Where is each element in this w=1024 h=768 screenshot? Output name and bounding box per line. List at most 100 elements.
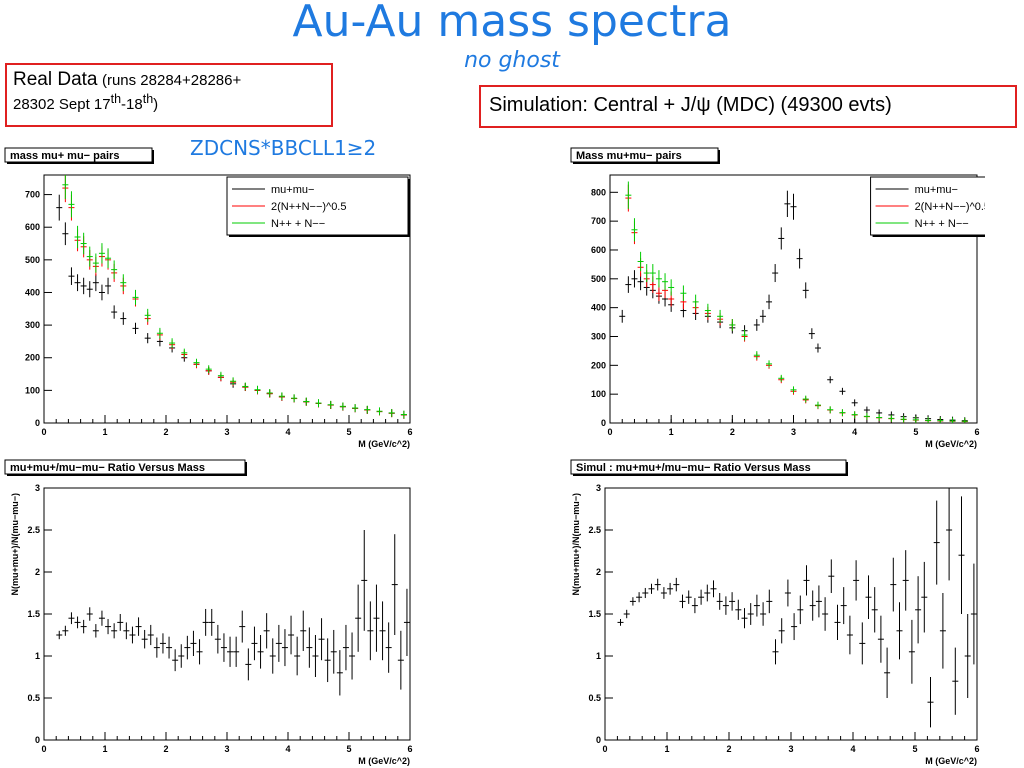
- plot-frame: [43, 487, 411, 741]
- data-point: [691, 598, 698, 614]
- data-point: [80, 277, 87, 295]
- data-point: [269, 638, 276, 674]
- data-point: [772, 639, 779, 665]
- data-point: [790, 386, 797, 394]
- data-point: [704, 584, 711, 602]
- data-point: [403, 588, 410, 656]
- data-point: [915, 576, 922, 644]
- data-point: [251, 626, 258, 661]
- data-point: [135, 617, 142, 636]
- data-point: [181, 348, 188, 358]
- data-point: [625, 181, 632, 209]
- data-point: [753, 594, 760, 617]
- data-point: [324, 638, 331, 683]
- data-point: [196, 639, 203, 665]
- data-point: [840, 587, 847, 625]
- y-tick-label: 200: [25, 353, 40, 363]
- data-point: [619, 309, 626, 323]
- data-point: [673, 577, 680, 592]
- x-axis-label: M (GeV/c^2): [358, 756, 410, 766]
- data-point: [729, 592, 736, 611]
- title-frame: [570, 459, 847, 475]
- data-point: [772, 264, 779, 283]
- x-axis-label: M (GeV/c^2): [925, 756, 977, 766]
- data-point: [790, 193, 797, 220]
- data-point: [156, 327, 163, 339]
- data-point: [949, 417, 956, 423]
- data-point: [105, 619, 112, 635]
- x-tick-label: 3: [791, 427, 796, 437]
- data-point: [355, 584, 362, 652]
- page-subtitle: no ghost: [464, 48, 560, 73]
- x-tick-label: 1: [664, 744, 669, 754]
- plot-title: Mass mu+mu− pairs: [576, 150, 682, 162]
- data-point: [827, 376, 834, 384]
- data-point: [900, 415, 907, 423]
- data-point: [649, 264, 656, 283]
- data-point: [303, 397, 310, 406]
- y-tick-label: 2.5: [27, 525, 40, 535]
- data-point: [791, 613, 798, 641]
- series-0: [617, 488, 977, 728]
- data-point: [766, 589, 773, 614]
- y-tick-label: 600: [591, 245, 606, 255]
- data-point: [617, 619, 624, 626]
- trigger-cut-label: ZDCNS*BBCLL1≥2: [190, 136, 377, 160]
- y-tick-label: 0: [596, 735, 601, 745]
- y-tick-label: 2.5: [588, 525, 601, 535]
- data-point: [263, 613, 270, 649]
- data-point: [245, 648, 252, 681]
- data-point: [876, 414, 883, 421]
- data-point: [680, 285, 687, 302]
- data-point: [760, 602, 767, 626]
- x-tick-label: 6: [974, 744, 979, 754]
- data-point: [851, 411, 858, 419]
- data-point: [193, 358, 200, 367]
- x-tick-label: 3: [224, 427, 229, 437]
- data-point: [716, 593, 723, 610]
- x-tick-label: 2: [163, 744, 168, 754]
- data-point: [68, 191, 75, 218]
- runs-date-label: 28302 Sept 17th-18th): [13, 91, 159, 113]
- simulation-label: Simulation: Central + J/ψ (MDC) (49300 e…: [489, 94, 892, 116]
- data-point: [342, 624, 349, 671]
- x-tick-label: 6: [974, 427, 979, 437]
- x-tick-label: 1: [102, 744, 107, 754]
- data-point: [230, 377, 237, 386]
- data-point: [315, 399, 322, 408]
- data-point: [741, 608, 748, 629]
- x-tick-label: 2: [726, 744, 731, 754]
- data-point: [288, 615, 295, 655]
- data-point: [815, 585, 822, 618]
- data-point: [958, 496, 965, 614]
- data-point: [778, 227, 785, 250]
- x-tick-label: 0: [602, 744, 607, 754]
- series-2: [62, 175, 407, 419]
- data-point: [925, 416, 932, 423]
- data-point: [56, 630, 63, 640]
- data-point: [68, 267, 75, 285]
- data-point: [92, 274, 99, 292]
- series-2: [625, 181, 968, 423]
- data-point: [631, 270, 638, 288]
- data-point: [933, 500, 940, 585]
- plot-title: mass mu+ mu− pairs: [10, 150, 119, 162]
- x-axis-label: M (GeV/c^2): [358, 439, 410, 449]
- data-point: [111, 260, 118, 279]
- data-point: [722, 596, 729, 615]
- sim-mass-plot: Mass mu+mu− pairs 0 1 2 3 4 5 6 0 100 200 300 400 500…: [570, 147, 985, 449]
- data-point: [851, 399, 858, 407]
- data-point: [327, 400, 334, 409]
- data-point: [220, 633, 227, 662]
- data-point: [120, 312, 127, 325]
- data-point: [741, 329, 748, 341]
- y-tick-label: 2: [596, 567, 601, 577]
- data-point: [111, 305, 118, 319]
- data-point: [141, 629, 148, 649]
- plot-title-box: mu+mu+/mu−mu− Ratio Versus Mass: [4, 459, 247, 476]
- y-tick-label: 1: [596, 651, 601, 661]
- data-point: [208, 608, 215, 636]
- data-point: [859, 622, 866, 665]
- data-point: [98, 284, 105, 301]
- data-point: [233, 636, 240, 667]
